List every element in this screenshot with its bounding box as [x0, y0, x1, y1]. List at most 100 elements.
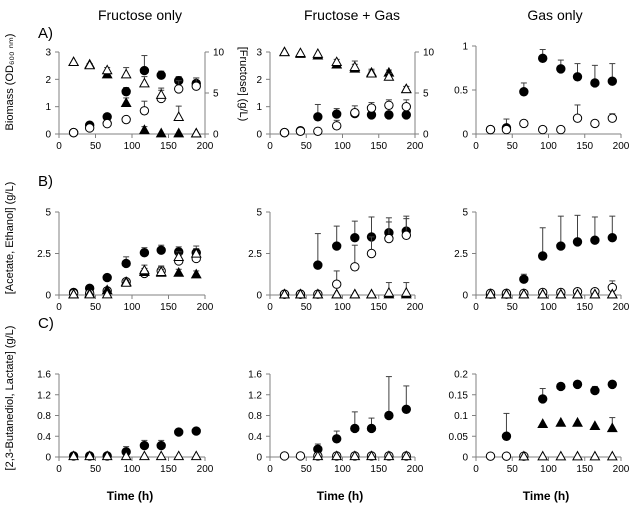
y-tick-label: 0	[462, 291, 468, 302]
series-open-circle	[279, 99, 411, 138]
x-tick-label: 50	[301, 464, 313, 475]
y-tick-label: 2	[45, 75, 51, 86]
row-label-c: C)	[38, 315, 54, 332]
y-tick-label: 1	[256, 102, 262, 113]
y-tick-label: 0.8	[37, 411, 51, 422]
data-point	[121, 258, 131, 269]
data-point	[279, 288, 290, 299]
series-filled-circle	[313, 376, 411, 454]
data-point	[350, 233, 360, 243]
data-point	[538, 53, 548, 64]
column-title-2: Fructose + Gas	[304, 7, 400, 23]
data-point	[173, 266, 185, 277]
data-point	[349, 450, 361, 461]
data-point	[102, 118, 112, 129]
data-point	[84, 450, 96, 461]
data-point	[383, 450, 395, 461]
data-point	[556, 241, 566, 251]
data-point	[190, 127, 202, 138]
x-tick-label: 0	[267, 464, 273, 475]
data-point	[590, 235, 600, 245]
data-point	[174, 84, 184, 94]
data-point	[485, 124, 496, 135]
y-tick-label: 2.5	[248, 249, 262, 260]
y-tick-label: 0.2	[454, 370, 468, 381]
x-tick-label: 150	[370, 302, 387, 313]
x-axis-label-1: Time (h)	[107, 489, 153, 503]
series-filled-circle	[501, 379, 617, 441]
data-point	[384, 410, 394, 421]
data-point	[331, 450, 343, 461]
data-point	[279, 127, 290, 138]
y-tick-label: 0	[45, 130, 51, 141]
data-point	[139, 106, 150, 116]
data-point	[607, 233, 617, 243]
data-point	[120, 68, 132, 79]
x-tick-label: 100	[124, 302, 141, 313]
data-point	[312, 450, 324, 461]
x-tick-label: 150	[370, 141, 387, 152]
data-point	[589, 420, 601, 431]
data-point	[313, 112, 323, 122]
data-point	[173, 111, 185, 121]
data-point	[606, 450, 618, 461]
data-point	[572, 237, 583, 247]
y-tick-label: 0	[462, 130, 468, 141]
data-point	[401, 110, 411, 120]
data-point	[537, 418, 549, 428]
series-open-circle	[485, 104, 617, 135]
data-point	[156, 245, 166, 255]
data-point	[485, 288, 496, 299]
x-tick-label: 50	[507, 464, 519, 475]
data-point	[384, 110, 394, 120]
data-point	[607, 113, 617, 123]
data-point	[519, 118, 529, 129]
data-point	[120, 97, 132, 108]
y-tick-label: 0	[45, 453, 51, 464]
data-point	[191, 426, 201, 436]
series-open-triangle	[279, 46, 412, 94]
x-tick-label: 200	[197, 464, 214, 475]
data-point	[84, 59, 96, 70]
x-tick-label: 200	[407, 302, 424, 313]
data-point	[279, 451, 290, 461]
data-point	[555, 450, 567, 461]
y-tick-label: 0	[45, 291, 51, 302]
data-point	[121, 86, 131, 97]
panel-A-gas-only: 0 50 100 150 200 0 0.5 1	[454, 42, 630, 153]
series-open-triangle	[279, 282, 412, 299]
data-point	[312, 288, 324, 299]
x-tick-label: 0	[473, 302, 479, 313]
x-tick-label: 50	[90, 302, 102, 313]
data-point	[120, 276, 132, 287]
x-tick-label: 50	[90, 141, 102, 152]
data-point	[572, 113, 583, 123]
data-point	[366, 450, 377, 461]
y-tick-label: 2.5	[454, 249, 468, 260]
series-open-triangle	[68, 56, 202, 138]
x-tick-label: 100	[540, 464, 557, 475]
x-tick-label: 50	[301, 302, 313, 313]
data-point	[156, 440, 166, 451]
data-point	[556, 124, 566, 135]
y-tick-label: 5	[256, 208, 262, 219]
data-point	[156, 70, 166, 80]
data-point	[101, 288, 113, 299]
y-tick-label: 0.8	[248, 411, 262, 422]
y-tick-label: 0.15	[449, 390, 469, 401]
data-point	[366, 67, 377, 78]
data-point	[590, 78, 600, 88]
data-point	[607, 76, 617, 86]
x-tick-label: 0	[267, 302, 273, 313]
y-tick-label: 5	[45, 208, 51, 219]
panel-B-fructose-gas: 0 50 100 150 200 0 2.5 5	[248, 208, 424, 314]
x-tick-label: 150	[576, 302, 593, 313]
row-label-b: B)	[38, 173, 53, 190]
data-point	[332, 121, 342, 131]
data-point	[190, 450, 202, 461]
data-point	[155, 89, 167, 99]
